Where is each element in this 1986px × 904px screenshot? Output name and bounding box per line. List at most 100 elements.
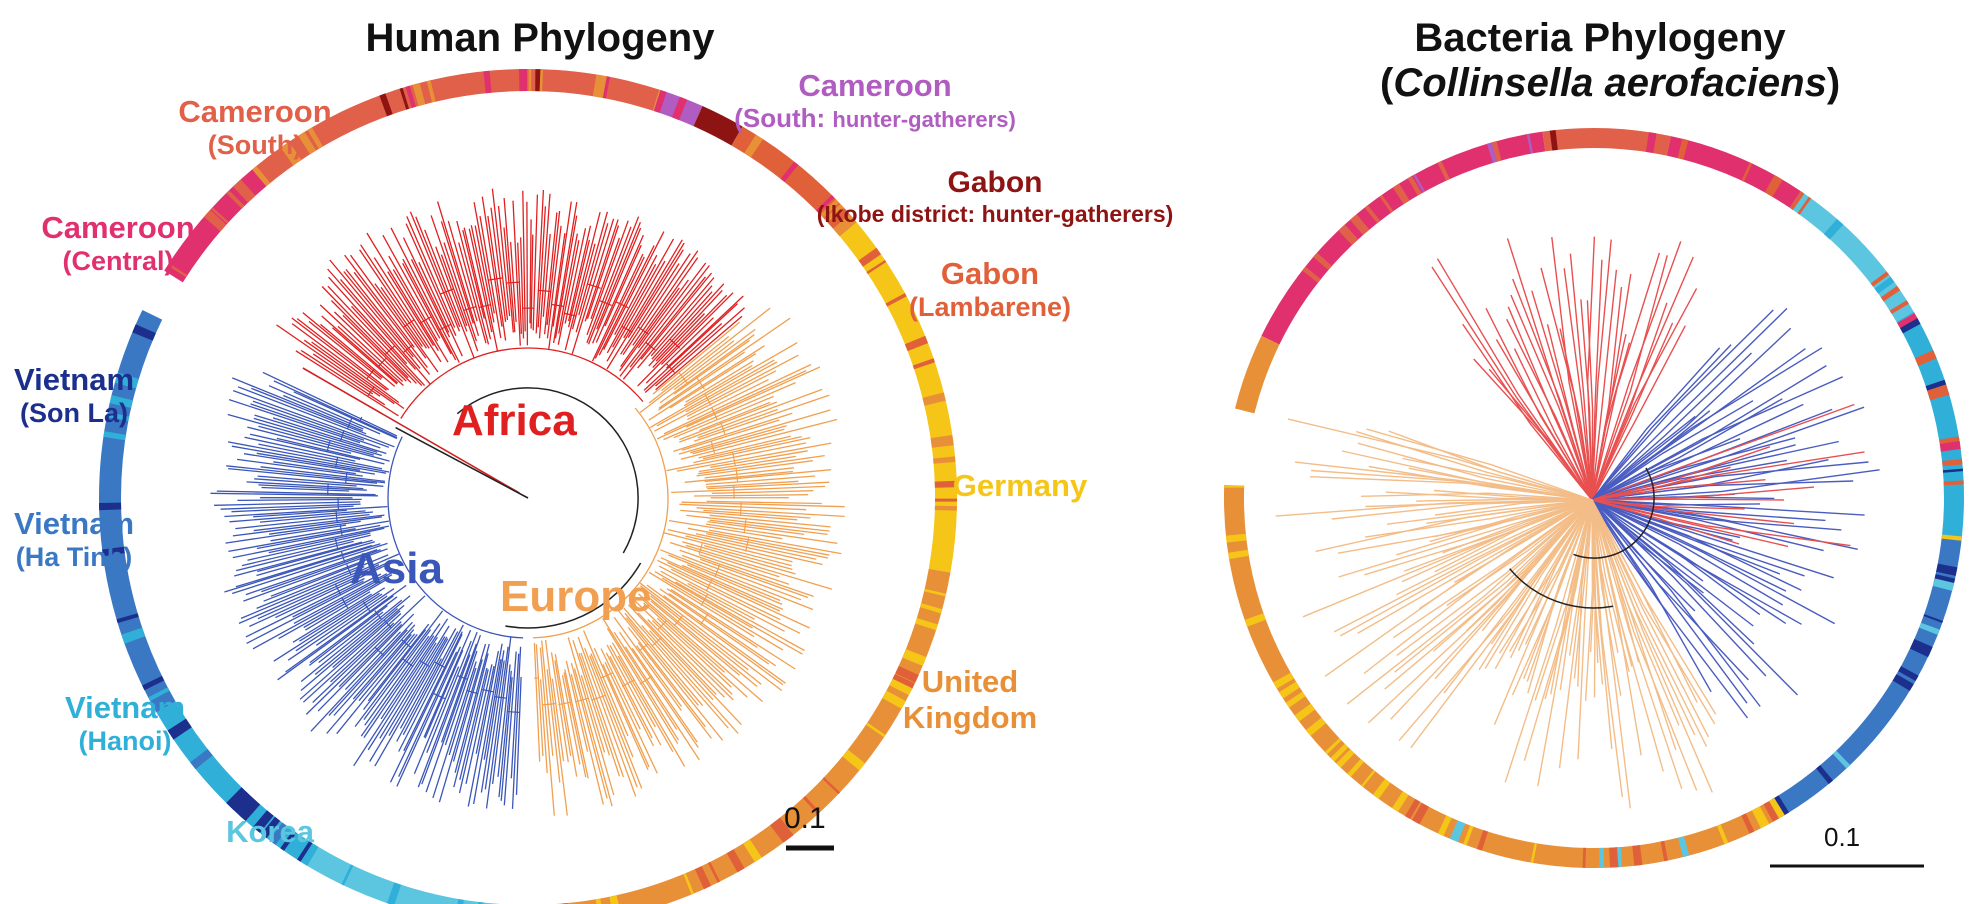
bacteria-title: Bacteria Phylogeny (Collinsella aerofaci… [1380,16,1840,106]
europe-clade-leaf [685,361,778,413]
africa-clade-leaf [443,242,478,342]
europe-clade-leaf [583,630,629,737]
africa-clade-leaf [374,283,439,373]
europe-clade-leaf [656,617,732,688]
bacteria-ring-stripe [1486,142,1499,163]
human-ring-segment [731,126,857,237]
asia-clade-leaf [226,465,386,484]
bacteria-peach-clade-leaf [1544,499,1593,700]
bacteria-blue-clade-leaf [1591,499,1802,591]
europe-clade-leaf [663,532,792,567]
asia-clade-leaf [253,509,347,518]
asia-clade-leaf [210,492,378,497]
europe-clade-leaf [694,494,809,497]
asia-clade-leaf [353,636,438,767]
africa-clade-leaf [337,325,404,386]
bacteria-blue-clade-leaf [1591,480,1854,501]
bacteria-peach-clade-leaf [1426,499,1593,524]
asia-clade-leaf [269,520,361,535]
asia-clade-leaf [367,642,437,751]
human-ring-stripe [269,822,289,845]
label-cameroon-south-sub: (South) [207,129,303,160]
bacteria-ring-stripe [1372,778,1391,799]
bacteria-ring-stripe [1491,141,1502,162]
human-ring-stripe [226,787,250,811]
africa-clade-leaf [575,223,609,333]
human-ring-stripe [922,392,946,406]
africa-clade-leaf [645,317,714,384]
bacteria-ring-stripe [1364,205,1381,224]
bacteria-blue-clade-leaf [1591,499,1667,613]
africa-clade-leaf [458,242,487,344]
africa-clade-branches [276,188,745,419]
asia-clade-leaf [354,610,444,727]
africa-clade-leaf [406,216,456,328]
europe-clade-leaf [624,646,700,761]
bacteria-red-clade-leaf [1462,323,1593,501]
africa-clade-leaf [333,311,407,382]
bacteria-ring-stripe [1463,825,1474,846]
bacteria-blue-clade-leaf [1591,499,1761,616]
bacteria-ring-stripe [1789,191,1805,210]
asia-clade-leaf [413,666,460,775]
europe-clade-leaf [709,519,828,536]
europe-clade-node-arc [698,542,703,555]
bacteria-peach-clade-leaf [1494,499,1593,670]
bacteria-ring-stripe [1407,175,1422,196]
africa-clade-leaf [637,294,728,387]
asia-clade-leaf [336,633,418,735]
asia-clade-leaf [300,599,403,683]
africa-clade-leaf [546,210,561,326]
europe-clade-leaf [707,520,805,536]
bacteria-peach-clade-leaf [1589,499,1596,653]
africa-clade-node-arc [665,363,675,373]
human-ring-stripe [902,649,927,667]
africa-clade-leaf [530,234,534,329]
europe-clade-leaf [681,564,784,610]
asia-clade-leaf [300,608,399,691]
human-ring-stripe [483,70,492,94]
africa-clade-leaf [349,254,427,359]
bacteria-ring-stripe [1392,183,1410,205]
europe-clade-leaf [707,481,830,490]
europe-clade-leaf [699,558,809,599]
africa-clade-leaf [627,249,684,339]
africa-clade-leaf [512,200,521,346]
asia-clade-leaf [232,377,363,432]
human-ring-stripe [904,335,929,352]
bacteria-ring-stripe [1768,797,1785,819]
asia-clade-leaf [432,661,477,799]
europe-clade-leaf [649,630,714,701]
bacteria-species-name: Collinsella aerofaciens [1393,61,1827,105]
europe-clade-leaf [658,565,785,632]
europe-clade-leaf [682,541,796,575]
human-ring-stripe [824,203,844,223]
africa-clade-leaf [596,221,642,330]
europe-clade-leaf [696,460,813,477]
label-vietnam-hatinh-name: Vietnam [13,506,135,541]
asia-clade-leaf [315,595,388,646]
europe-clade-leaf [668,519,783,540]
europe-clade-leaf [539,647,555,816]
bacteria-ring-stripe [1526,133,1534,154]
bacteria-ring-stripe [1609,847,1619,868]
bacteria-blue-clade-leaf [1591,499,1858,550]
asia-clade-leaf [328,629,408,717]
bacteria-ring-stripe [1898,666,1919,682]
africa-clade-leaf [321,286,417,384]
europe-clade-leaf [637,593,764,703]
bacteria-red-clade-leaf [1591,239,1612,501]
asia-clade-leaf [363,635,435,738]
asia-clade-leaf [475,665,495,754]
human-ring-stripe [726,849,745,873]
bacteria-red-clade-2 [1591,403,1865,548]
bacteria-red-clade-leaf [1591,255,1668,501]
label-cameroon-hunter-gatherers: Cameroon (South: hunter-gatherers) [690,68,1060,134]
bacteria-ring-stripe [1349,214,1370,235]
bacteria-red-clade-leaf [1591,342,1631,501]
europe-clade-leaf [686,370,777,417]
europe-clade-leaf [705,475,816,486]
bacteria-peach-clade-leaf [1446,499,1593,607]
human-ring-stripe [707,861,721,883]
